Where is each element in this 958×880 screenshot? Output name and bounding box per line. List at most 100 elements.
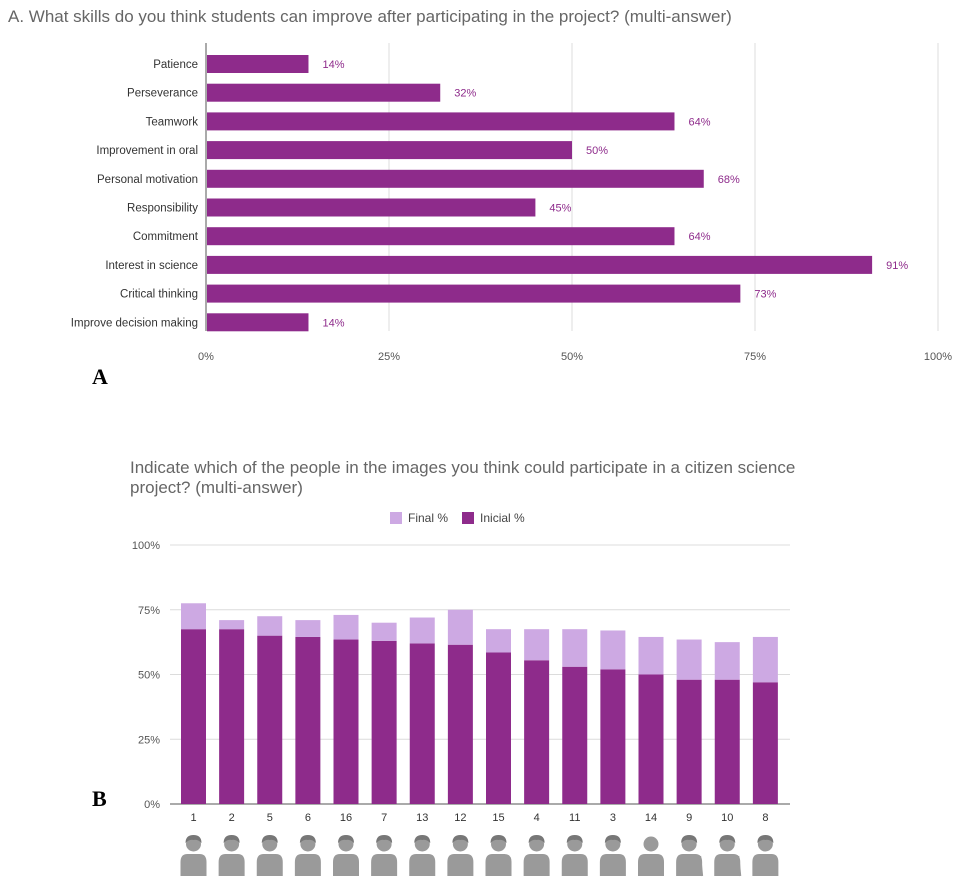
doctor-icon — [371, 835, 398, 876]
x-tick-label: 2 — [229, 812, 235, 824]
data-label: 14% — [322, 317, 344, 329]
icon-body — [218, 854, 245, 876]
bar — [207, 198, 536, 217]
bar — [207, 83, 441, 102]
bar-final — [676, 639, 702, 680]
bar — [207, 313, 309, 332]
x-tick-label: 13 — [416, 812, 428, 824]
data-label: 45% — [549, 203, 571, 215]
icon-body — [256, 854, 283, 876]
icon-hair — [490, 835, 507, 843]
icon-body — [294, 854, 321, 876]
bar-final — [714, 642, 740, 680]
panel-label-b: B — [92, 786, 107, 811]
icon-body — [485, 854, 512, 876]
bar-inicial — [295, 636, 321, 804]
x-tick-label: 100% — [924, 351, 952, 363]
icon-body — [180, 854, 207, 876]
icon-head — [643, 836, 659, 852]
elderly-woman-cane-icon — [714, 835, 742, 877]
icon-cane — [699, 855, 704, 877]
x-tick-label: 4 — [534, 812, 540, 824]
legend-item-final: Final % — [390, 511, 448, 525]
icon-body — [599, 854, 626, 876]
bar-inicial — [219, 629, 245, 804]
hijab-woman-icon — [447, 835, 474, 876]
x-tick-label: 50% — [561, 351, 583, 363]
icon-body — [371, 854, 398, 876]
headset-person-icon — [752, 835, 779, 876]
man-icon — [333, 835, 359, 876]
bar-inicial — [600, 669, 626, 804]
bar-final — [371, 622, 397, 641]
y-tick-label: 0% — [144, 799, 160, 811]
icon-body — [561, 854, 588, 876]
bar-final — [524, 629, 550, 661]
elderly-man-icon — [294, 835, 321, 876]
icon-head — [452, 836, 468, 852]
chart-a-svg: 0% 25% 50% 75% 100% Patience 14% Perseverance 32… — [71, 43, 952, 363]
icon-hair — [185, 835, 202, 843]
icon-hair — [566, 835, 583, 843]
bar-final — [181, 603, 206, 630]
x-tick-label: 10 — [721, 812, 733, 824]
woman-glasses-icon — [256, 835, 283, 876]
category-label: Critical thinking — [120, 289, 198, 301]
child-curly-icon — [485, 835, 512, 876]
bald-man-icon — [638, 836, 664, 876]
category-label: Improvement in oral — [96, 145, 198, 157]
bar-final — [295, 620, 321, 637]
icon-hair — [299, 835, 316, 843]
bar-final — [257, 616, 283, 636]
x-tick-label: 9 — [686, 812, 692, 824]
bar — [207, 112, 675, 131]
icon-hair — [452, 835, 469, 843]
x-tick-label: 11 — [569, 812, 580, 824]
legend-label-final: Final % — [408, 511, 449, 525]
bar-final — [447, 609, 473, 645]
x-tick-label: 12 — [454, 812, 466, 824]
icon-hair — [757, 835, 774, 843]
icon-body — [523, 854, 550, 876]
bar-inicial — [638, 674, 664, 804]
category-label: Responsibility — [127, 203, 198, 215]
bar-final — [600, 630, 626, 670]
category-label: Perseverance — [127, 88, 198, 100]
icon-head — [186, 836, 201, 852]
bar-inicial — [447, 644, 473, 804]
bar-inicial — [752, 682, 778, 804]
bar — [207, 141, 572, 160]
x-tick-label: 75% — [744, 351, 766, 363]
x-tick-label: 3 — [610, 812, 616, 824]
bar-inicial — [486, 652, 511, 804]
girl-pigtails-icon — [523, 835, 550, 876]
bar-inicial — [524, 660, 550, 804]
bar-final — [638, 636, 664, 675]
category-label: Commitment — [133, 231, 199, 243]
icon-body — [714, 854, 741, 876]
y-tick-label: 75% — [138, 605, 160, 617]
icon-head — [300, 836, 316, 852]
icon-head — [376, 836, 392, 852]
chart-a-title: A. What skills do you think students can… — [8, 7, 732, 26]
y-tick-label: 50% — [138, 670, 160, 682]
icon-hair — [604, 835, 621, 843]
bar — [207, 55, 309, 73]
icon-hair — [376, 835, 393, 843]
legend-item-inicial: Inicial % — [462, 511, 525, 525]
x-tick-label: 8 — [762, 812, 768, 824]
x-tick-label: 6 — [305, 812, 311, 824]
icon-cane — [737, 855, 742, 877]
data-label: 14% — [322, 59, 344, 71]
bar-inicial — [257, 635, 283, 804]
x-tick-label: 15 — [492, 812, 504, 824]
icon-head — [338, 836, 354, 852]
bar-final — [752, 636, 778, 683]
icon-body — [676, 854, 703, 876]
bar — [207, 169, 704, 188]
icon-head — [529, 836, 545, 852]
category-label: Patience — [153, 59, 198, 71]
long-hair-woman-icon — [561, 835, 588, 876]
bearded-man-icon — [409, 835, 436, 876]
y-tick-label: 100% — [132, 540, 160, 552]
